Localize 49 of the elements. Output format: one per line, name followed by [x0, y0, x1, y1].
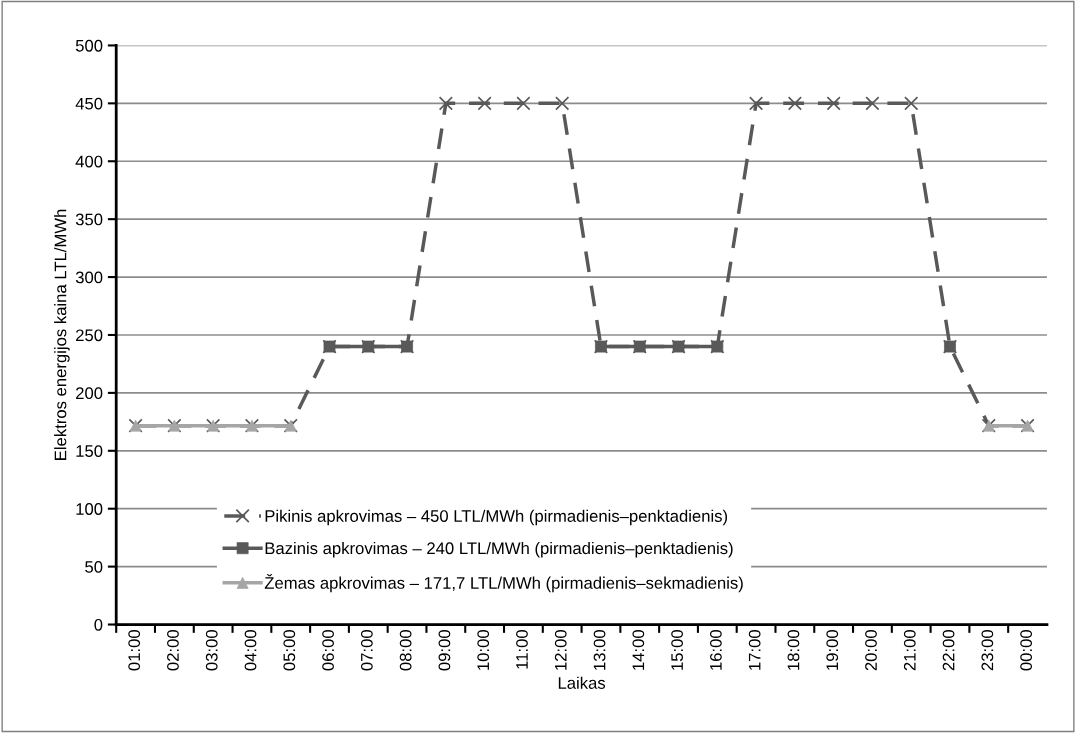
point	[749, 96, 764, 111]
x-tick-label: 22:00	[942, 630, 955, 671]
point	[477, 96, 492, 111]
x-tick-label: 01:00	[128, 630, 141, 671]
point	[826, 96, 841, 111]
x-tick-label: 03:00	[205, 630, 218, 671]
x-tick-label: 15:00	[671, 630, 683, 670]
x-tick-label: 23:00	[981, 630, 994, 671]
x-tick-label: 05:00	[283, 630, 296, 671]
x-tick-label: 08:00	[399, 630, 412, 671]
point	[787, 96, 802, 111]
x-tick-label: 16:00	[709, 630, 722, 670]
x-tick-label: 20:00	[865, 630, 877, 671]
x-tick-label: 00:00	[1020, 630, 1033, 671]
y-tick-label: 150	[76, 445, 103, 457]
x-tick-label: 02:00	[167, 630, 179, 671]
x-tick-label: 04:00	[244, 630, 257, 671]
x-tick-label: 21:00	[903, 630, 916, 671]
y-tick-label: 300	[75, 271, 103, 284]
x-tick-label: 10:00	[477, 630, 490, 670]
y-axis-title: Elektros energijos kaina LTL/MWh	[54, 209, 70, 460]
y-tick-label: 250	[76, 329, 103, 342]
x-tick-label: 07:00	[360, 630, 373, 671]
legend-label: Bazinis apkrovimas – 240 LTL/MWh (pirmadienis–penktadienis)	[265, 541, 733, 558]
x-tick-label: 13:00	[593, 630, 606, 670]
x-tick-label: 09:00	[438, 630, 451, 671]
x-tick-label: 18:00	[787, 630, 800, 670]
point	[904, 96, 919, 111]
y-tick-label: 200	[76, 387, 103, 400]
y-tick-label: 500	[75, 39, 103, 52]
x-tick-label: 12:00	[554, 630, 567, 670]
x-tick-label: 11:00	[516, 630, 528, 669]
x-tick-label: 14:00	[632, 630, 645, 670]
y-tick-label: 0	[94, 618, 103, 631]
legend-label: Pikinis apkrovimas – 450 LTL/MWh (pirmadienis–penktadienis)	[265, 509, 728, 526]
point	[516, 96, 531, 111]
point	[438, 96, 453, 111]
y-tick-label: 450	[75, 97, 103, 110]
x-tick-label: 06:00	[322, 630, 334, 671]
y-tick-label: 400	[75, 155, 103, 168]
x-axis-title: Laikas	[558, 676, 606, 689]
point	[865, 96, 880, 111]
y-tick-label: 100	[76, 503, 103, 515]
y-tick-label: 350	[75, 213, 103, 226]
x-tick-label: 17:00	[748, 630, 761, 670]
x-tick-label: 19:00	[826, 630, 839, 670]
y-tick-label: 50	[85, 561, 103, 573]
point	[555, 96, 570, 111]
legend-label: Žemas apkrovimas – 171,7 LTL/MWh (pirmadienis–sekmadienis)	[264, 574, 743, 593]
